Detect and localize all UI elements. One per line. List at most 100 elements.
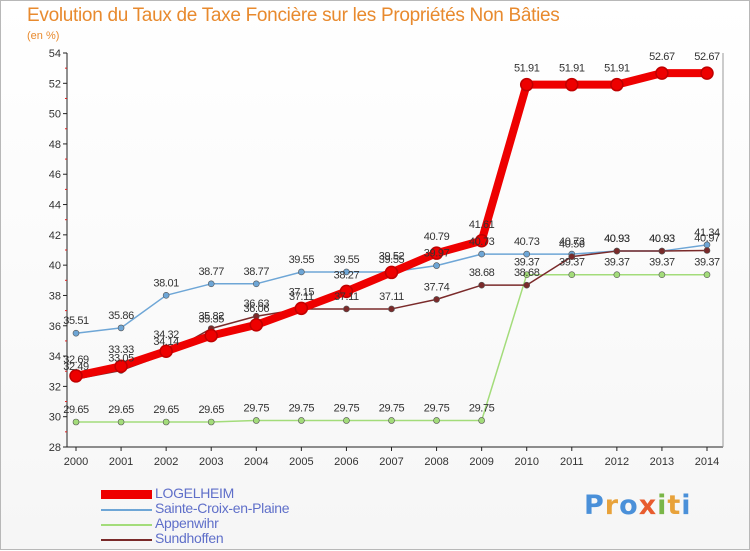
data-label: 33.05 xyxy=(108,352,134,364)
x-tick-label: 2006 xyxy=(334,456,358,468)
data-point xyxy=(703,271,711,279)
data-label: 41.34 xyxy=(694,227,720,239)
data-label: 37.11 xyxy=(289,291,314,303)
x-tick-label: 2014 xyxy=(695,456,719,468)
legend-swatch-appenwihr xyxy=(101,524,152,526)
y-tick-label: 44 xyxy=(49,200,61,212)
legend-label-appenwihr: Appenwihr xyxy=(155,515,219,531)
data-point xyxy=(72,418,80,426)
data-label: 51.91 xyxy=(514,63,540,75)
data-label: 29.65 xyxy=(153,404,179,416)
data-label: 40.97 xyxy=(694,232,720,244)
data-label: 40.73 xyxy=(469,236,495,248)
y-tick-label: 40 xyxy=(49,260,61,272)
legend-label-sundhoffen: Sundhoffen xyxy=(155,530,224,546)
logo-letter: i xyxy=(657,490,668,521)
data-label: 29.65 xyxy=(63,404,89,416)
data-label: 37.15 xyxy=(289,286,315,298)
logo-letter: i xyxy=(681,490,692,521)
data-point xyxy=(613,247,621,255)
data-point xyxy=(207,418,215,426)
y-tick-label: 42 xyxy=(49,230,61,242)
y-tick-label: 36 xyxy=(49,321,61,333)
x-tick-label: 2011 xyxy=(560,456,584,468)
y-tick-label: 52 xyxy=(49,78,61,90)
y-tick-label: 28 xyxy=(49,442,61,454)
data-point xyxy=(523,250,531,258)
data-label: 38.77 xyxy=(244,266,270,278)
data-point xyxy=(478,417,485,424)
data-point xyxy=(69,369,83,383)
data-label: 39.37 xyxy=(649,257,675,269)
data-label: 29.75 xyxy=(244,402,270,414)
data-label: 40.93 xyxy=(604,233,630,245)
logo-letter: P xyxy=(584,490,605,521)
data-point xyxy=(117,418,125,426)
data-label: 40.93 xyxy=(649,233,675,245)
data-label: 34.32 xyxy=(153,329,179,341)
y-tick-label: 38 xyxy=(49,290,61,302)
data-point xyxy=(568,271,576,279)
data-label: 29.65 xyxy=(198,404,224,416)
data-point xyxy=(433,296,440,303)
y-tick-label: 32 xyxy=(49,381,61,393)
legend-swatch-logelheim xyxy=(101,490,152,499)
y-tick-label: 34 xyxy=(49,351,61,363)
data-label: 29.75 xyxy=(469,402,495,414)
unit-label: (en %) xyxy=(27,30,60,42)
data-label: 39.55 xyxy=(334,254,360,266)
data-point xyxy=(343,305,350,313)
data-label: 40.73 xyxy=(514,236,540,248)
data-label: 38.68 xyxy=(469,267,495,279)
data-label: 39.55 xyxy=(289,254,315,266)
data-label: 35.82 xyxy=(198,310,224,322)
x-tick-label: 2000 xyxy=(64,456,88,468)
data-point xyxy=(72,329,80,337)
data-point xyxy=(384,265,399,280)
logo-letter: t xyxy=(667,490,682,521)
data-point xyxy=(474,234,489,248)
data-label: 35.51 xyxy=(63,315,89,327)
data-point xyxy=(294,301,309,316)
legend-swatch-sundhoffen xyxy=(101,539,152,541)
data-label: 32.49 xyxy=(63,361,89,373)
data-point xyxy=(388,417,395,424)
legend-label-logelheim: LOGELHEIM xyxy=(155,485,234,501)
x-tick-label: 2002 xyxy=(154,456,178,468)
data-point xyxy=(700,66,714,80)
x-tick-label: 2013 xyxy=(650,456,674,468)
y-tick-label: 50 xyxy=(49,109,61,121)
data-point xyxy=(433,417,440,424)
data-label: 39.37 xyxy=(604,257,630,269)
data-point xyxy=(519,77,534,92)
data-point xyxy=(298,268,305,276)
data-point xyxy=(610,77,624,92)
logo-letter: x xyxy=(638,490,658,521)
data-label: 32.69 xyxy=(63,354,89,366)
data-point xyxy=(252,280,260,288)
chart-title: Evolution du Taux de Taxe Foncière sur l… xyxy=(27,5,560,26)
data-point xyxy=(159,344,173,358)
data-label: 39.52 xyxy=(379,250,405,262)
logo-letter: o xyxy=(619,490,639,521)
data-label: 29.75 xyxy=(424,402,450,414)
data-point xyxy=(568,253,576,260)
data-point xyxy=(388,305,395,313)
x-tick-label: 2004 xyxy=(244,456,268,468)
data-label: 52.67 xyxy=(649,51,675,63)
data-label: 39.37 xyxy=(694,257,720,269)
data-point xyxy=(343,268,350,276)
data-point xyxy=(523,281,531,289)
x-tick-label: 2003 xyxy=(199,456,223,468)
data-label: 29.65 xyxy=(108,404,134,416)
data-point xyxy=(478,250,485,258)
data-point xyxy=(703,247,711,254)
data-label: 37.74 xyxy=(424,281,450,293)
data-label: 36.06 xyxy=(244,303,270,315)
data-point xyxy=(523,271,531,279)
data-point xyxy=(655,66,669,80)
y-tick-label: 54 xyxy=(49,48,61,60)
data-point xyxy=(162,418,170,426)
